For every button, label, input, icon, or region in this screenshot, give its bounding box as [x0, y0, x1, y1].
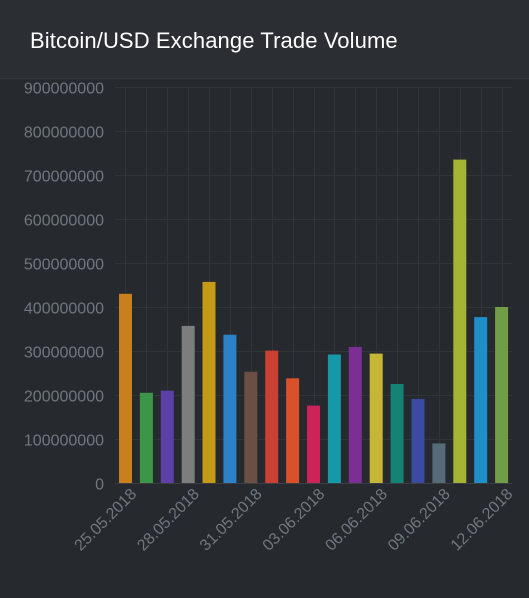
card-header: Bitcoin/USD Exchange Trade Volume — [0, 0, 529, 79]
x-tick-label: 12.06.2018 — [448, 486, 517, 555]
y-axis-ticks: 0 100000000 200000000 300000000 400000000 500… — [24, 81, 104, 494]
y-tick-label: 900000000 — [24, 81, 104, 98]
bar[interactable] — [244, 371, 258, 483]
bar[interactable] — [327, 354, 341, 484]
bar[interactable] — [474, 317, 488, 483]
y-tick-label: 500000000 — [24, 257, 104, 274]
bar[interactable] — [181, 325, 195, 483]
x-tick-label: 31.05.2018 — [197, 486, 266, 555]
bar[interactable] — [307, 405, 320, 483]
bar[interactable] — [495, 307, 509, 483]
bar[interactable] — [369, 353, 383, 483]
bar[interactable] — [432, 443, 446, 483]
y-tick-label: 600000000 — [24, 213, 104, 230]
bars — [119, 159, 509, 484]
bar[interactable] — [348, 347, 362, 483]
y-tick-label: 100000000 — [24, 433, 104, 450]
y-tick-label: 800000000 — [24, 125, 104, 142]
x-tick-label: 09.06.2018 — [385, 486, 454, 555]
x-tick-label: 28.05.2018 — [134, 486, 203, 555]
bar[interactable] — [265, 350, 279, 483]
bar[interactable] — [139, 392, 153, 483]
x-tick-label: 06.06.2018 — [322, 486, 391, 555]
bar[interactable] — [411, 399, 425, 483]
x-tick-label: 25.05.2018 — [72, 486, 141, 555]
y-tick-label: 200000000 — [24, 389, 104, 406]
y-tick-label: 700000000 — [24, 169, 104, 186]
bar[interactable] — [390, 384, 404, 483]
bar[interactable] — [119, 293, 132, 483]
bar[interactable] — [453, 159, 467, 483]
bar[interactable] — [286, 378, 300, 483]
y-tick-label: 400000000 — [24, 301, 104, 318]
chart-title: Bitcoin/USD Exchange Trade Volume — [30, 28, 398, 53]
y-tick-label: 0 — [95, 477, 104, 494]
x-tick-label: 03.06.2018 — [260, 486, 329, 555]
y-tick-label: 300000000 — [24, 345, 104, 362]
x-axis-ticks: 25.05.201828.05.201831.05.201803.06.2018… — [72, 486, 517, 555]
grid-lines — [115, 87, 512, 484]
bar[interactable] — [160, 390, 174, 483]
bar[interactable] — [223, 334, 237, 483]
bar[interactable] — [202, 281, 216, 483]
